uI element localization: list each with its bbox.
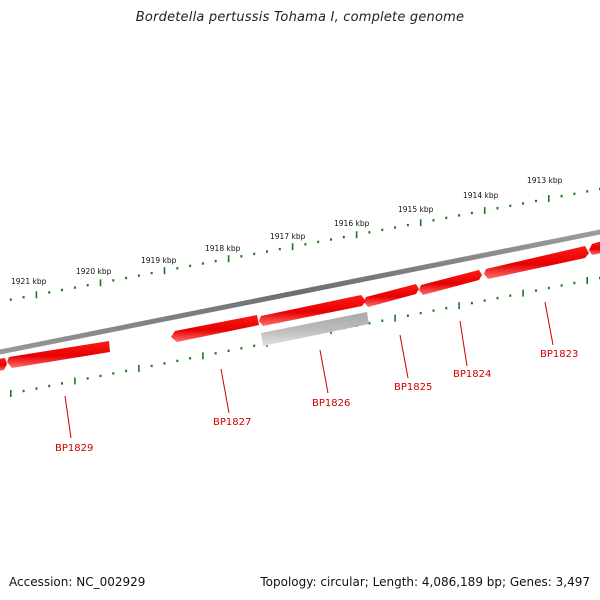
leader-line: [220, 368, 230, 414]
kbp-labels: 1913 kbp 1914 kbp 1915 kbp 1916 kbp 1917…: [11, 176, 563, 286]
kbp-label: 1918 kbp: [205, 244, 241, 253]
outer-scale-ticks: [9, 187, 600, 301]
gene-leader-lines: [64, 301, 554, 439]
gene-label[interactable]: BP1827: [213, 417, 251, 428]
gene-label[interactable]: BP1824: [453, 369, 491, 380]
gene-arrow-bp1824[interactable]: [419, 270, 482, 295]
kbp-label: 1917 kbp: [270, 232, 306, 241]
leader-line: [399, 334, 409, 379]
gene-arrow-bp1826-grey[interactable]: [261, 312, 369, 346]
gene-arrow-bp1829[interactable]: [7, 341, 110, 368]
leader-line: [319, 349, 329, 394]
leader-line: [544, 301, 554, 346]
gene-labels: BP1823 BP1824 BP1825 BP1826 BP1827 BP182…: [55, 349, 578, 454]
gene-arrow-bp1823[interactable]: [484, 246, 589, 279]
gene-arrow-bp1826[interactable]: [259, 295, 366, 326]
accession-text: Accession: NC_002929: [9, 575, 146, 589]
gene-arrow-bp1825[interactable]: [364, 284, 419, 307]
kbp-label: 1913 kbp: [527, 176, 563, 185]
genome-backbone: [0, 229, 600, 355]
gene-label[interactable]: BP1829: [55, 443, 93, 454]
kbp-label: 1920 kbp: [76, 267, 112, 276]
gene-arrow-right-edge[interactable]: [589, 241, 600, 255]
gene-label[interactable]: BP1823: [540, 349, 578, 360]
map-title: Bordetella pertussis Tohama I, complete …: [135, 10, 465, 25]
gene-label[interactable]: BP1826: [312, 398, 350, 409]
leader-line: [64, 395, 72, 439]
kbp-label: 1921 kbp: [11, 277, 47, 286]
leader-line: [459, 320, 468, 367]
gene-arrow-bp1827[interactable]: [171, 315, 259, 342]
kbp-label: 1914 kbp: [463, 191, 499, 200]
kbp-label: 1919 kbp: [141, 256, 177, 265]
gene-arrow-left-edge[interactable]: [0, 358, 7, 371]
kbp-label: 1915 kbp: [398, 205, 434, 214]
gene-label[interactable]: BP1825: [394, 382, 432, 393]
kbp-label: 1916 kbp: [334, 219, 370, 228]
gene-features[interactable]: [0, 241, 600, 371]
genome-summary-text: Topology: circular; Length: 4,086,189 bp…: [260, 575, 590, 589]
